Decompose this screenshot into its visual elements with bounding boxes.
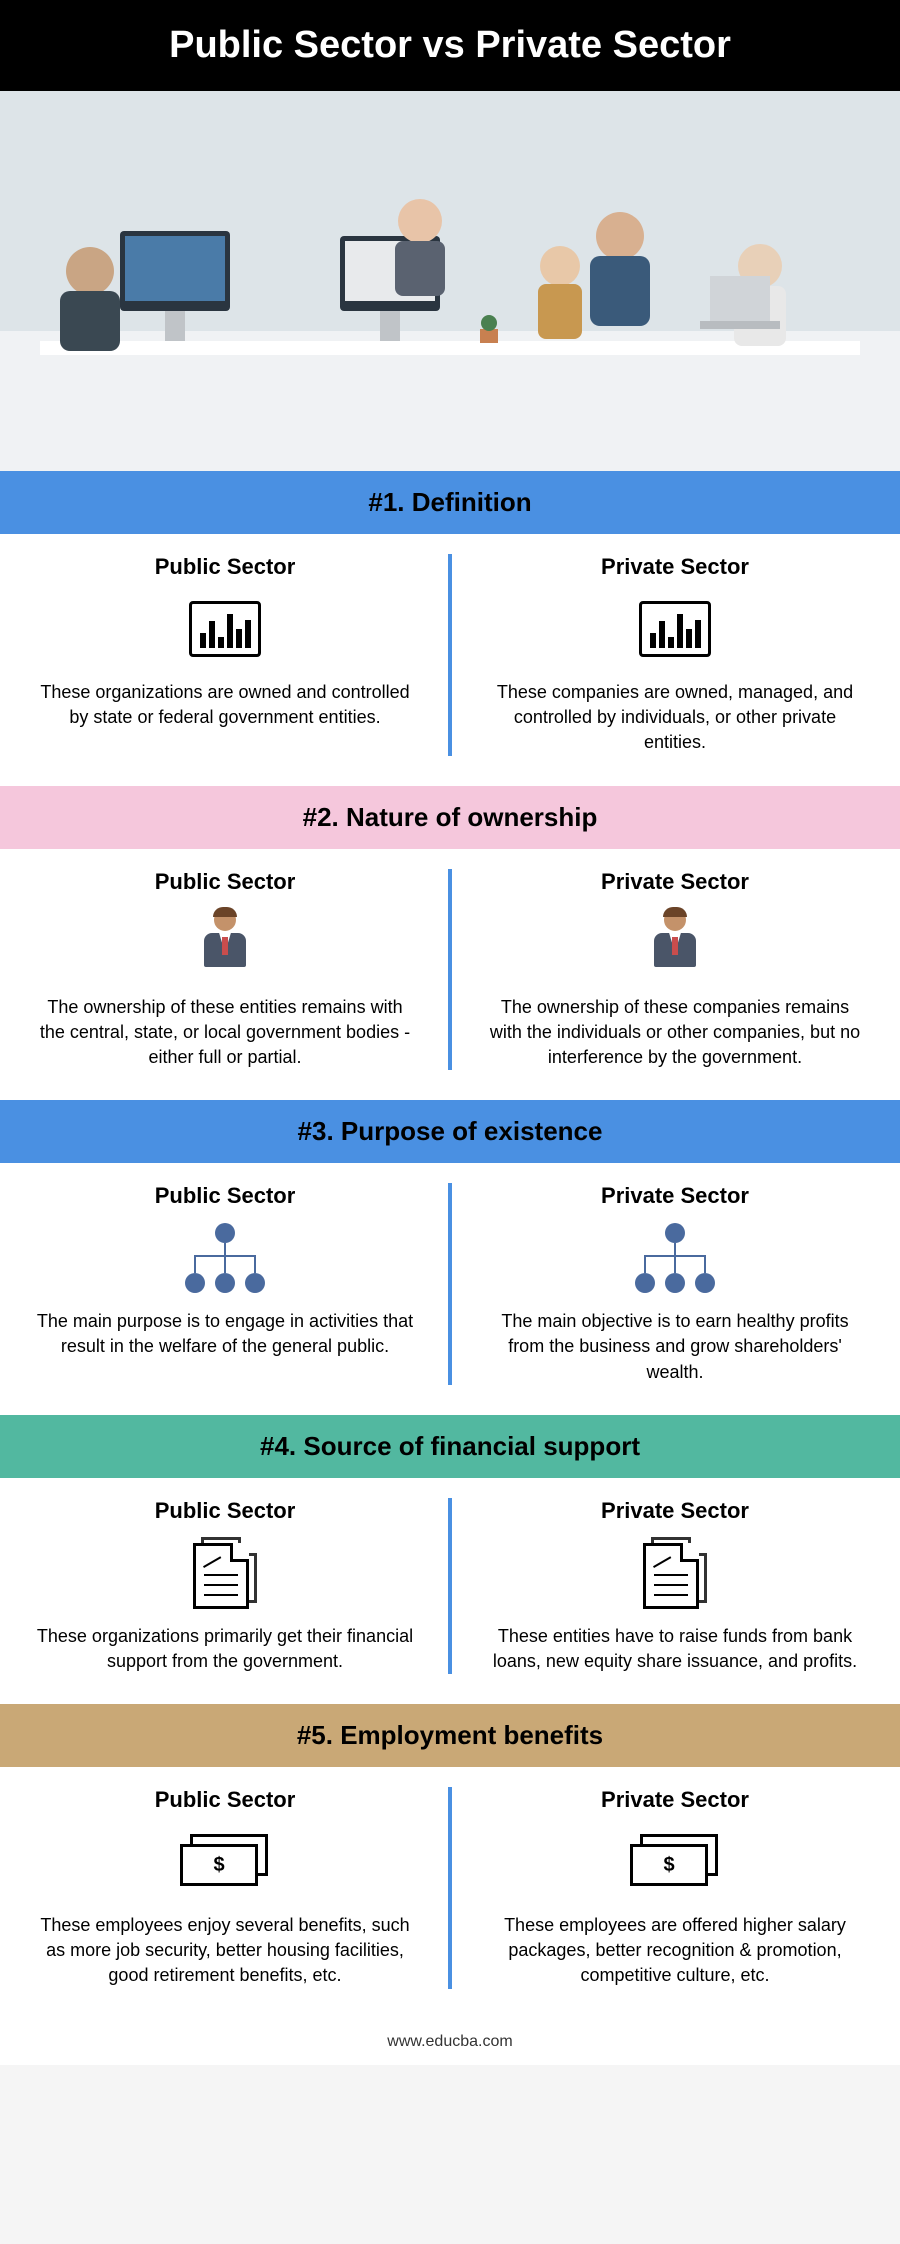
left-column: Public Sector These organizations are own… (0, 554, 450, 756)
left-column: Public Sector $$ These employees enjoy sev… (0, 1787, 450, 1989)
right-col-title: Private Sector (485, 554, 865, 580)
left-col-title: Public Sector (35, 1183, 415, 1209)
document-icon (193, 1537, 257, 1609)
left-col-text: These employees enjoy several benefits, … (35, 1913, 415, 1989)
comparison-row-3: Public Sector The main purpose is to enga… (0, 1163, 900, 1415)
section-header-1: #1. Definition (0, 471, 900, 534)
office-illustration (0, 91, 900, 471)
left-col-text: The ownership of these entities remains … (35, 995, 415, 1071)
comparison-row-1: Public Sector These organizations are own… (0, 534, 900, 786)
bar-chart-icon (639, 601, 711, 657)
right-column: Private Sector These entities have to rai… (450, 1498, 900, 1674)
right-col-title: Private Sector (485, 869, 865, 895)
comparison-row-2: Public Sector The ownership of these enti… (0, 849, 900, 1101)
left-col-text: These organizations are owned and contro… (35, 680, 415, 730)
section-header-5: #5. Employment benefits (0, 1704, 900, 1767)
left-col-title: Public Sector (35, 1787, 415, 1813)
org-chart-icon (630, 1223, 720, 1293)
businessperson-icon (200, 909, 250, 979)
right-col-text: These employees are offered higher salar… (485, 1913, 865, 1989)
right-column: Private Sector The main objective is to e… (450, 1183, 900, 1385)
infographic-container: Public Sector vs Private Sector (0, 0, 900, 2065)
left-column: Public Sector The ownership of these enti… (0, 869, 450, 1071)
right-col-title: Private Sector (485, 1183, 865, 1209)
left-col-text: These organizations primarily get their … (35, 1624, 415, 1674)
bar-chart-icon (189, 601, 261, 657)
sections-container: #1. Definition Public Sector These organiz… (0, 471, 900, 2019)
right-col-title: Private Sector (485, 1498, 865, 1524)
comparison-row-4: Public Sector These organizations primari… (0, 1478, 900, 1704)
left-col-title: Public Sector (35, 869, 415, 895)
left-col-text: The main purpose is to engage in activit… (35, 1309, 415, 1359)
section-header-2: #2. Nature of ownership (0, 786, 900, 849)
comparison-row-5: Public Sector $$ These employees enjoy sev… (0, 1767, 900, 2019)
left-col-title: Public Sector (35, 554, 415, 580)
right-column: Private Sector The ownership of these com… (450, 869, 900, 1071)
money-icon: $$ (180, 1834, 270, 1890)
right-col-text: These entities have to raise funds from … (485, 1624, 865, 1674)
document-icon (643, 1537, 707, 1609)
hero-image (0, 91, 900, 471)
right-column: Private Sector $$ These employees are offe… (450, 1787, 900, 1989)
left-col-title: Public Sector (35, 1498, 415, 1524)
left-column: Public Sector The main purpose is to enga… (0, 1183, 450, 1385)
main-title: Public Sector vs Private Sector (0, 0, 900, 91)
section-header-4: #4. Source of financial support (0, 1415, 900, 1478)
right-col-text: The ownership of these companies remains… (485, 995, 865, 1071)
right-col-title: Private Sector (485, 1787, 865, 1813)
right-col-text: The main objective is to earn healthy pr… (485, 1309, 865, 1385)
businessperson-icon (650, 909, 700, 979)
right-column: Private Sector These companies are owned,… (450, 554, 900, 756)
footer-url: www.educba.com (0, 2019, 900, 2065)
right-col-text: These companies are owned, managed, and … (485, 680, 865, 756)
left-column: Public Sector These organizations primari… (0, 1498, 450, 1674)
org-chart-icon (180, 1223, 270, 1293)
money-icon: $$ (630, 1834, 720, 1890)
section-header-3: #3. Purpose of existence (0, 1100, 900, 1163)
